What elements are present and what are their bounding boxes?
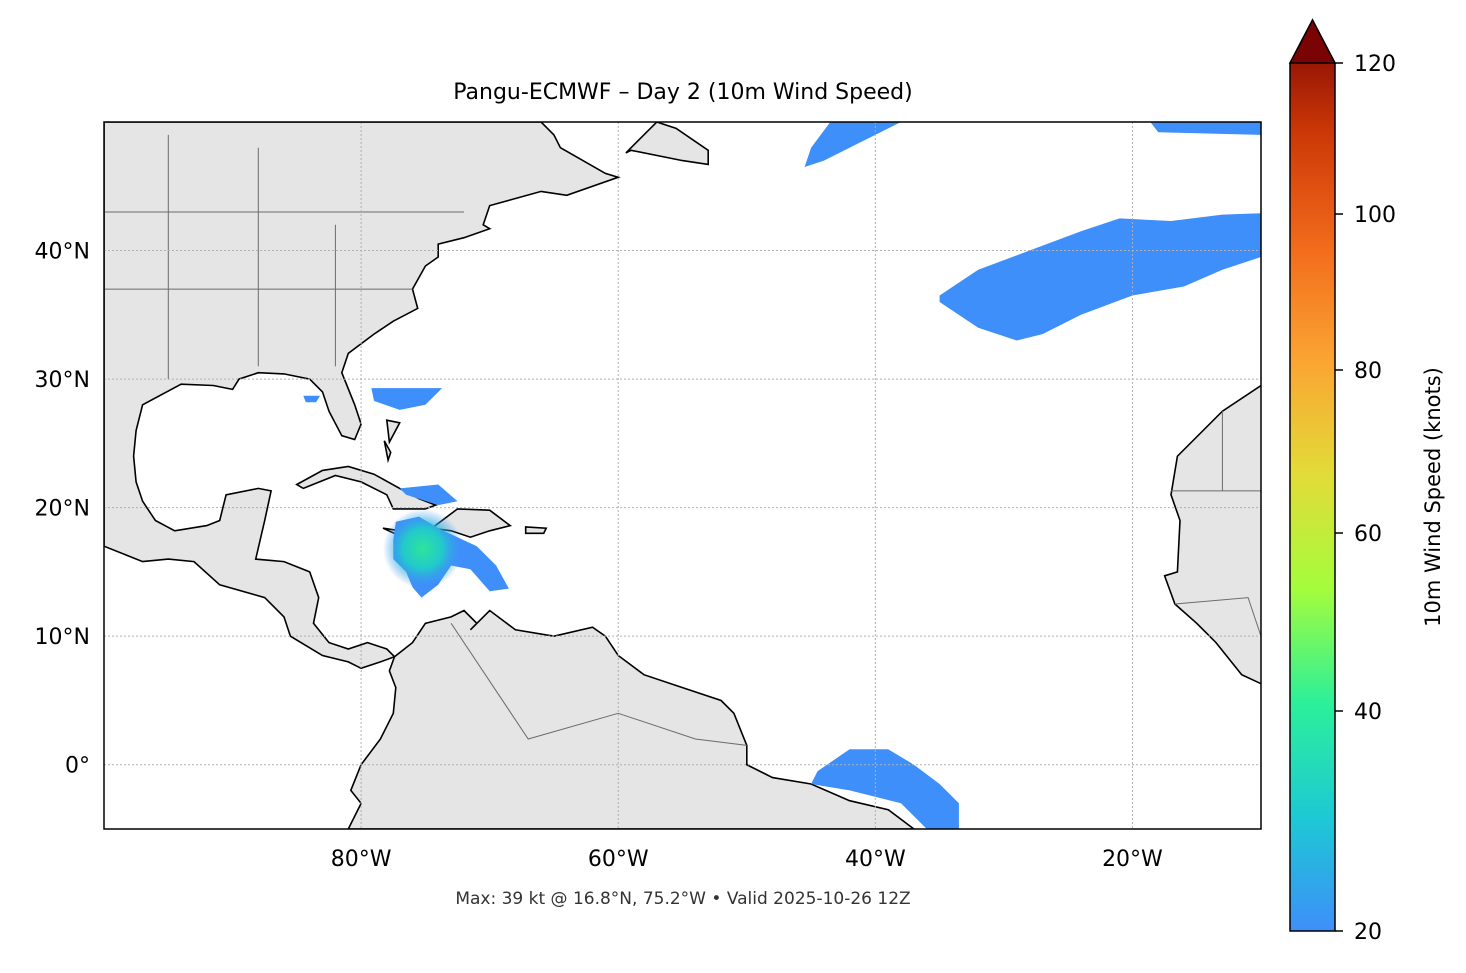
map-caption: Max: 39 kt @ 16.8°N, 75.2°W • Valid 2025… bbox=[455, 889, 910, 909]
colorbar-tick-label: 60 bbox=[1354, 522, 1382, 547]
lat-tick-label: 30°N bbox=[35, 368, 90, 393]
longitude-tick-labels: 80°W 60°W 40°W 20°W bbox=[331, 847, 1163, 872]
country-border bbox=[1174, 597, 1261, 637]
colorbar-tick-label: 100 bbox=[1354, 203, 1396, 228]
bahamas-wind-area bbox=[371, 388, 443, 410]
colorbar-ticks: 20 40 60 80 100 120 bbox=[1335, 52, 1396, 945]
wind-speed-layer bbox=[303, 122, 1261, 829]
latitude-tick-labels: 40°N 30°N 20°N 10°N 0° bbox=[35, 240, 90, 779]
lat-tick-label: 20°N bbox=[35, 497, 90, 522]
cuba-north-wind-area bbox=[399, 484, 458, 506]
colorbar-tick-label: 120 bbox=[1354, 52, 1396, 77]
azores-wind-area bbox=[939, 213, 1261, 341]
colorbar-tick-label: 40 bbox=[1354, 700, 1382, 725]
lat-tick-label: 0° bbox=[65, 754, 90, 779]
land-bahamas-2 bbox=[383, 440, 392, 464]
northeast-wind-area bbox=[1150, 122, 1261, 135]
gridlines bbox=[104, 122, 1261, 829]
land-cuba bbox=[295, 465, 438, 510]
lat-tick-label: 10°N bbox=[35, 625, 90, 650]
lon-tick-label: 80°W bbox=[331, 847, 392, 872]
colorbar-body bbox=[1289, 18, 1336, 932]
colorbar: 20 40 60 80 100 120 10m Wind Speed (knots) bbox=[1288, 18, 1445, 945]
lon-tick-label: 60°W bbox=[588, 847, 649, 872]
land-bahamas bbox=[385, 419, 401, 445]
land-puerto-rico bbox=[524, 526, 548, 535]
map-title: Pangu-ECMWF – Day 2 (10m Wind Speed) bbox=[453, 80, 912, 105]
land-newfoundland bbox=[625, 122, 710, 166]
colorbar-label: 10m Wind Speed (knots) bbox=[1421, 367, 1445, 627]
gulf-wind-area bbox=[303, 395, 320, 403]
country-border bbox=[618, 712, 747, 746]
map-frame bbox=[103, 121, 1262, 830]
equatorial-wind-area bbox=[811, 749, 959, 829]
country-border bbox=[450, 623, 619, 740]
max-wind-core bbox=[382, 508, 463, 589]
colorbar-tick-label: 80 bbox=[1354, 359, 1382, 384]
north-atlantic-wind-area bbox=[804, 122, 901, 167]
land-north-america bbox=[104, 122, 621, 670]
land-south-america bbox=[347, 609, 916, 829]
map-area bbox=[104, 122, 1261, 829]
lat-tick-label: 40°N bbox=[35, 240, 90, 265]
colorbar-extend-arrow bbox=[1288, 18, 1337, 64]
colorbar-tick-label: 20 bbox=[1354, 920, 1382, 945]
land-africa bbox=[1163, 384, 1261, 685]
lon-tick-label: 40°W bbox=[845, 847, 906, 872]
lon-tick-label: 20°W bbox=[1102, 847, 1163, 872]
